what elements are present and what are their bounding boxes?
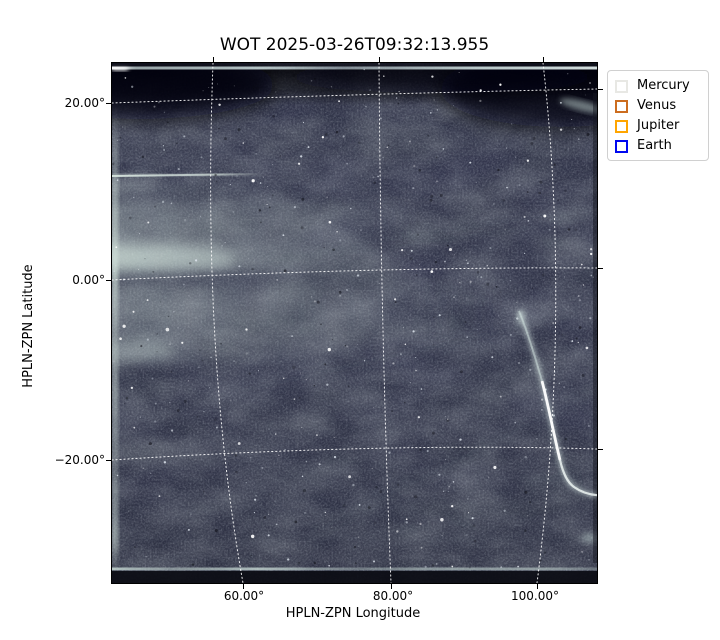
grid-overlay <box>112 63 597 583</box>
legend-marker-venus <box>615 99 628 113</box>
gridline-lat-neg20 <box>112 446 597 461</box>
legend-marker-jupiter <box>615 119 628 133</box>
legend-label-venus: Venus <box>637 98 677 113</box>
axis-tick-right-0 <box>598 268 603 269</box>
legend-label-earth: Earth <box>637 138 672 153</box>
x-tick-label-100: 100.00° <box>511 589 559 603</box>
legend-box: Mercury Venus Jupiter Earth <box>607 70 709 161</box>
y-tick-label-neg20: −20.00° <box>54 453 105 467</box>
legend-item-jupiter: Jupiter <box>615 116 701 136</box>
axis-tick-bottom-80 <box>391 584 392 589</box>
legend-marker-mercury <box>615 79 628 93</box>
axis-tick-left-0 <box>106 280 111 281</box>
plot-area <box>111 62 598 584</box>
y-tick-label-20: 20.00° <box>64 96 105 110</box>
gridline-lon-80 <box>378 63 392 583</box>
axis-tick-top-60 <box>213 57 214 62</box>
gridline-lat-20 <box>112 88 597 104</box>
dark-speckles <box>112 71 590 569</box>
y-tick-label-0: 0.00° <box>72 273 105 287</box>
gridline-lat-0 <box>112 267 597 281</box>
streamer-bands <box>112 181 522 368</box>
gridline-lon-60 <box>210 63 244 583</box>
starfield <box>112 68 594 569</box>
axis-tick-bottom-60 <box>243 584 244 589</box>
x-tick-label-60: 60.00° <box>223 589 265 603</box>
legend-item-earth: Earth <box>615 136 701 156</box>
y-axis-label-text: HPLN-ZPN Latitude <box>21 264 36 388</box>
legend-item-mercury: Mercury <box>615 76 701 96</box>
legend-label-jupiter: Jupiter <box>637 118 680 133</box>
legend-marker-earth <box>615 139 628 153</box>
axis-tick-right-neg20 <box>598 449 603 450</box>
sky-image <box>112 63 597 583</box>
axis-tick-left-20 <box>106 103 111 104</box>
dark-corners <box>112 63 597 127</box>
legend-label-mercury: Mercury <box>637 78 690 93</box>
plot-title: WOT 2025-03-26T09:32:13.955 <box>219 35 490 55</box>
bright-edges <box>112 63 597 583</box>
gridline-lon-100 <box>536 63 557 583</box>
x-axis-label: HPLN-ZPN Longitude <box>285 606 421 621</box>
axis-tick-left-neg20 <box>106 460 111 461</box>
axis-tick-top-80 <box>379 57 380 62</box>
x-tick-label-80: 80.00° <box>372 589 414 603</box>
axis-tick-right-20 <box>598 89 603 90</box>
axis-tick-bottom-100 <box>537 584 538 589</box>
thin-streak-glow <box>112 171 265 179</box>
axis-tick-top-100 <box>543 57 544 62</box>
legend-item-venus: Venus <box>615 96 701 116</box>
